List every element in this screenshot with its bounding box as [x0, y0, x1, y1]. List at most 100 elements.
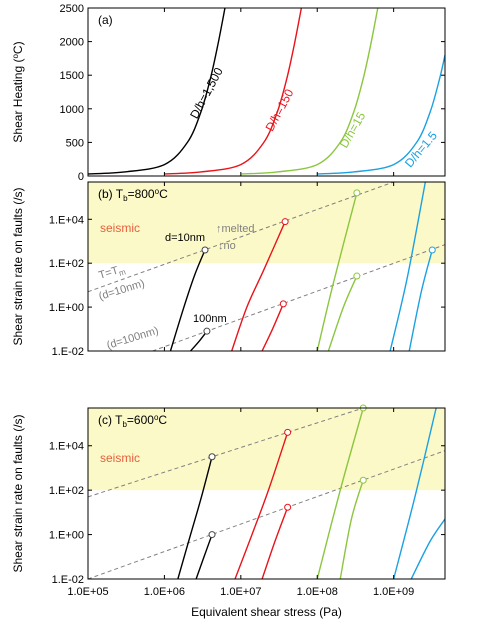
- annotation-part: T=T: [97, 265, 120, 282]
- x-tick-label: 1.0E+08: [297, 586, 338, 598]
- x-tick-label: 1.0E+05: [67, 586, 108, 598]
- melting-line: [152, 244, 445, 351]
- annotation: (d=100nm): [105, 325, 160, 352]
- melt-point: [279, 300, 287, 308]
- curve: [261, 303, 284, 351]
- plot-area: [88, 408, 445, 579]
- annotation: d=10nm: [165, 232, 205, 244]
- y-tick-label: 1.E+00: [49, 302, 84, 314]
- y-tick-label: 1.E+00: [49, 530, 84, 542]
- melt-point: [353, 189, 361, 197]
- axes-frame: [87, 7, 446, 177]
- panel-label-part: =800: [128, 187, 155, 201]
- melting-line: [88, 182, 394, 293]
- y-axis-title-part: C): [11, 41, 25, 54]
- panel-label: (b) Tb=800oC: [98, 187, 168, 203]
- curve: [169, 249, 206, 351]
- panel-label-part: o: [154, 413, 159, 422]
- panel-label-part: (b) T: [98, 187, 124, 201]
- annotation: 100nm: [193, 313, 227, 325]
- y-tick-label: 2500: [60, 3, 84, 15]
- y-tick-label: 1.E-02: [52, 574, 84, 586]
- curve: [231, 221, 286, 351]
- panel-label-part: C: [159, 187, 168, 201]
- plot-area: [88, 182, 445, 351]
- melt-point: [284, 428, 292, 436]
- y-tick-label: 1.E+02: [49, 485, 84, 497]
- annotation: seismic: [100, 221, 140, 235]
- melt-point: [201, 246, 209, 254]
- curve-label: D/h=1,500: [187, 65, 226, 121]
- annotation: T=Tm: [97, 263, 127, 284]
- y-axis-title: Shear strain rate on faults (/s): [11, 414, 25, 572]
- panel-label-part: b: [122, 420, 127, 429]
- curve-label: D/h=150: [263, 86, 297, 133]
- y-axis-title-part: o: [11, 54, 20, 59]
- curve: [392, 408, 437, 579]
- panel-label-part: (c) T: [98, 413, 123, 427]
- y-tick-label: 1.E+04: [49, 214, 84, 226]
- curve: [316, 408, 364, 579]
- panel-label-part: C: [158, 413, 167, 427]
- curve: [177, 456, 213, 579]
- y-tick-label: 500: [66, 137, 84, 149]
- x-axis-title: Equivalent shear stress (Pa): [191, 605, 342, 619]
- y-tick-label: 1.E+02: [49, 258, 84, 270]
- annotation: seismic: [100, 451, 140, 465]
- melt-point: [208, 453, 216, 461]
- y-tick-label: 1000: [60, 104, 84, 116]
- curve: [88, 8, 226, 175]
- annotation: (d=10nm): [97, 278, 146, 303]
- y-tick-label: 1.E-02: [52, 346, 84, 358]
- x-tick-label: 1.0E+06: [144, 586, 185, 598]
- curve: [234, 432, 289, 579]
- melt-point: [428, 246, 436, 254]
- curve: [164, 8, 303, 175]
- curve: [261, 507, 289, 579]
- y-tick-label: 1500: [60, 70, 84, 82]
- curve: [389, 182, 427, 351]
- curve: [339, 480, 364, 579]
- panel: D/h=1,500 D/h=150 D/h=15 D/h=1.505001000150…: [60, 3, 446, 183]
- axes-frame: [87, 407, 446, 580]
- melting-line: [88, 450, 445, 579]
- curve-label: D/h=15: [337, 109, 369, 150]
- melt-point: [203, 327, 211, 335]
- annotation-part: m: [118, 267, 127, 278]
- panel-label-part: =600: [127, 413, 154, 427]
- panel-label: (a): [98, 13, 113, 27]
- seismic-zone: [88, 408, 445, 491]
- curve: [240, 8, 379, 175]
- seismic-zone: [88, 182, 445, 264]
- x-tick-label: 1.0E+07: [220, 586, 261, 598]
- curve: [317, 54, 445, 175]
- annotation: ↑melted: [216, 223, 255, 235]
- axes-frame: [87, 181, 446, 352]
- melt-point: [353, 272, 361, 280]
- panel: 1.E-02 1.E+00 1.E+02 1.E+04: [49, 181, 446, 358]
- curve: [316, 192, 358, 351]
- plot-area: [88, 8, 445, 175]
- curve: [195, 534, 213, 579]
- curve: [327, 275, 358, 351]
- y-axis-title: Shear strain rate on faults (/s): [11, 187, 25, 345]
- melt-point: [359, 476, 367, 484]
- y-tick-label: 1.E+04: [49, 441, 84, 453]
- x-tick-label: 1.0E+09: [373, 586, 414, 598]
- panel-label: (c) Tb=600oC: [98, 413, 167, 429]
- y-axis-title: Shear Heating (oC): [11, 41, 25, 142]
- melt-point: [281, 218, 289, 226]
- melt-point: [208, 531, 216, 539]
- melt-point: [284, 503, 292, 511]
- y-tick-label: 2000: [60, 37, 84, 49]
- y-axis-title-part: Shear Heating (: [11, 59, 25, 143]
- panel-label-part: b: [123, 194, 128, 203]
- annotation: ↓no: [218, 240, 236, 252]
- panel-label-part: o: [155, 187, 160, 196]
- panel: 1.E-02 1.E+00 1.E+02 1.E+04 1.0E+05 1.0E+06 1.…: [49, 404, 446, 619]
- curve: [408, 249, 433, 351]
- y-tick-label: 0: [78, 171, 84, 183]
- curve: [410, 518, 445, 579]
